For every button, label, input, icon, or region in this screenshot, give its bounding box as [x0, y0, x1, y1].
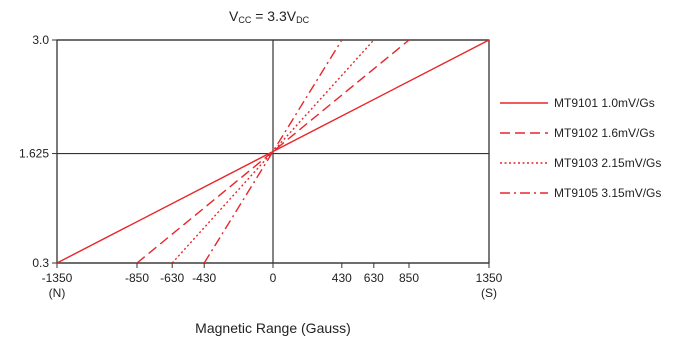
- chart-title-prefix-sub: CC: [238, 15, 251, 25]
- x-tick-label: -430: [192, 271, 216, 285]
- legend-label-1: MT9101 1.0mV/Gs: [554, 96, 655, 110]
- y-tick-label: 1.625: [19, 147, 49, 161]
- x-tick-sublabel: (S): [481, 286, 497, 300]
- series-line-4: [203, 39, 343, 264]
- y-axis-ticks: 0.3 1.625 3.0: [19, 33, 57, 270]
- x-tick-label: 1350: [476, 271, 503, 285]
- x-tick-label: -850: [125, 271, 149, 285]
- x-tick-sublabel: (N): [49, 286, 66, 300]
- chart-title-suffix-sub: DC: [296, 15, 309, 25]
- series-line-2: [136, 39, 410, 264]
- x-axis-ticks: -1350(N) -850 -630 -430 0 430 630 850 1350(S): [42, 263, 503, 300]
- x-tick-label: 430: [332, 271, 352, 285]
- legend-label-4: MT9105 3.15mV/Gs: [554, 186, 661, 200]
- legend-label-3: MT9103 2.15mV/Gs: [554, 156, 661, 170]
- chart-title: VCC = 3.3VDC: [229, 8, 310, 25]
- chart-title-prefix: V: [229, 8, 239, 24]
- legend-label-2: MT9102 1.6mV/Gs: [554, 126, 655, 140]
- x-tick-label: -1350: [42, 271, 73, 285]
- x-axis-title: Magnetic Range (Gauss): [195, 320, 351, 336]
- x-tick-label: -630: [160, 271, 184, 285]
- series-line-3: [171, 39, 375, 264]
- x-tick-label: 630: [364, 271, 384, 285]
- chart-title-middle: = 3.3V: [251, 8, 296, 24]
- x-tick-label: 0: [270, 271, 277, 285]
- series-group: [56, 39, 490, 264]
- y-tick-label: 3.0: [32, 33, 49, 47]
- y-tick-label: 0.3: [32, 256, 49, 270]
- x-tick-label: 850: [399, 271, 419, 285]
- legend: MT9101 1.0mV/Gs MT9102 1.6mV/Gs MT9103 2.1…: [500, 96, 661, 200]
